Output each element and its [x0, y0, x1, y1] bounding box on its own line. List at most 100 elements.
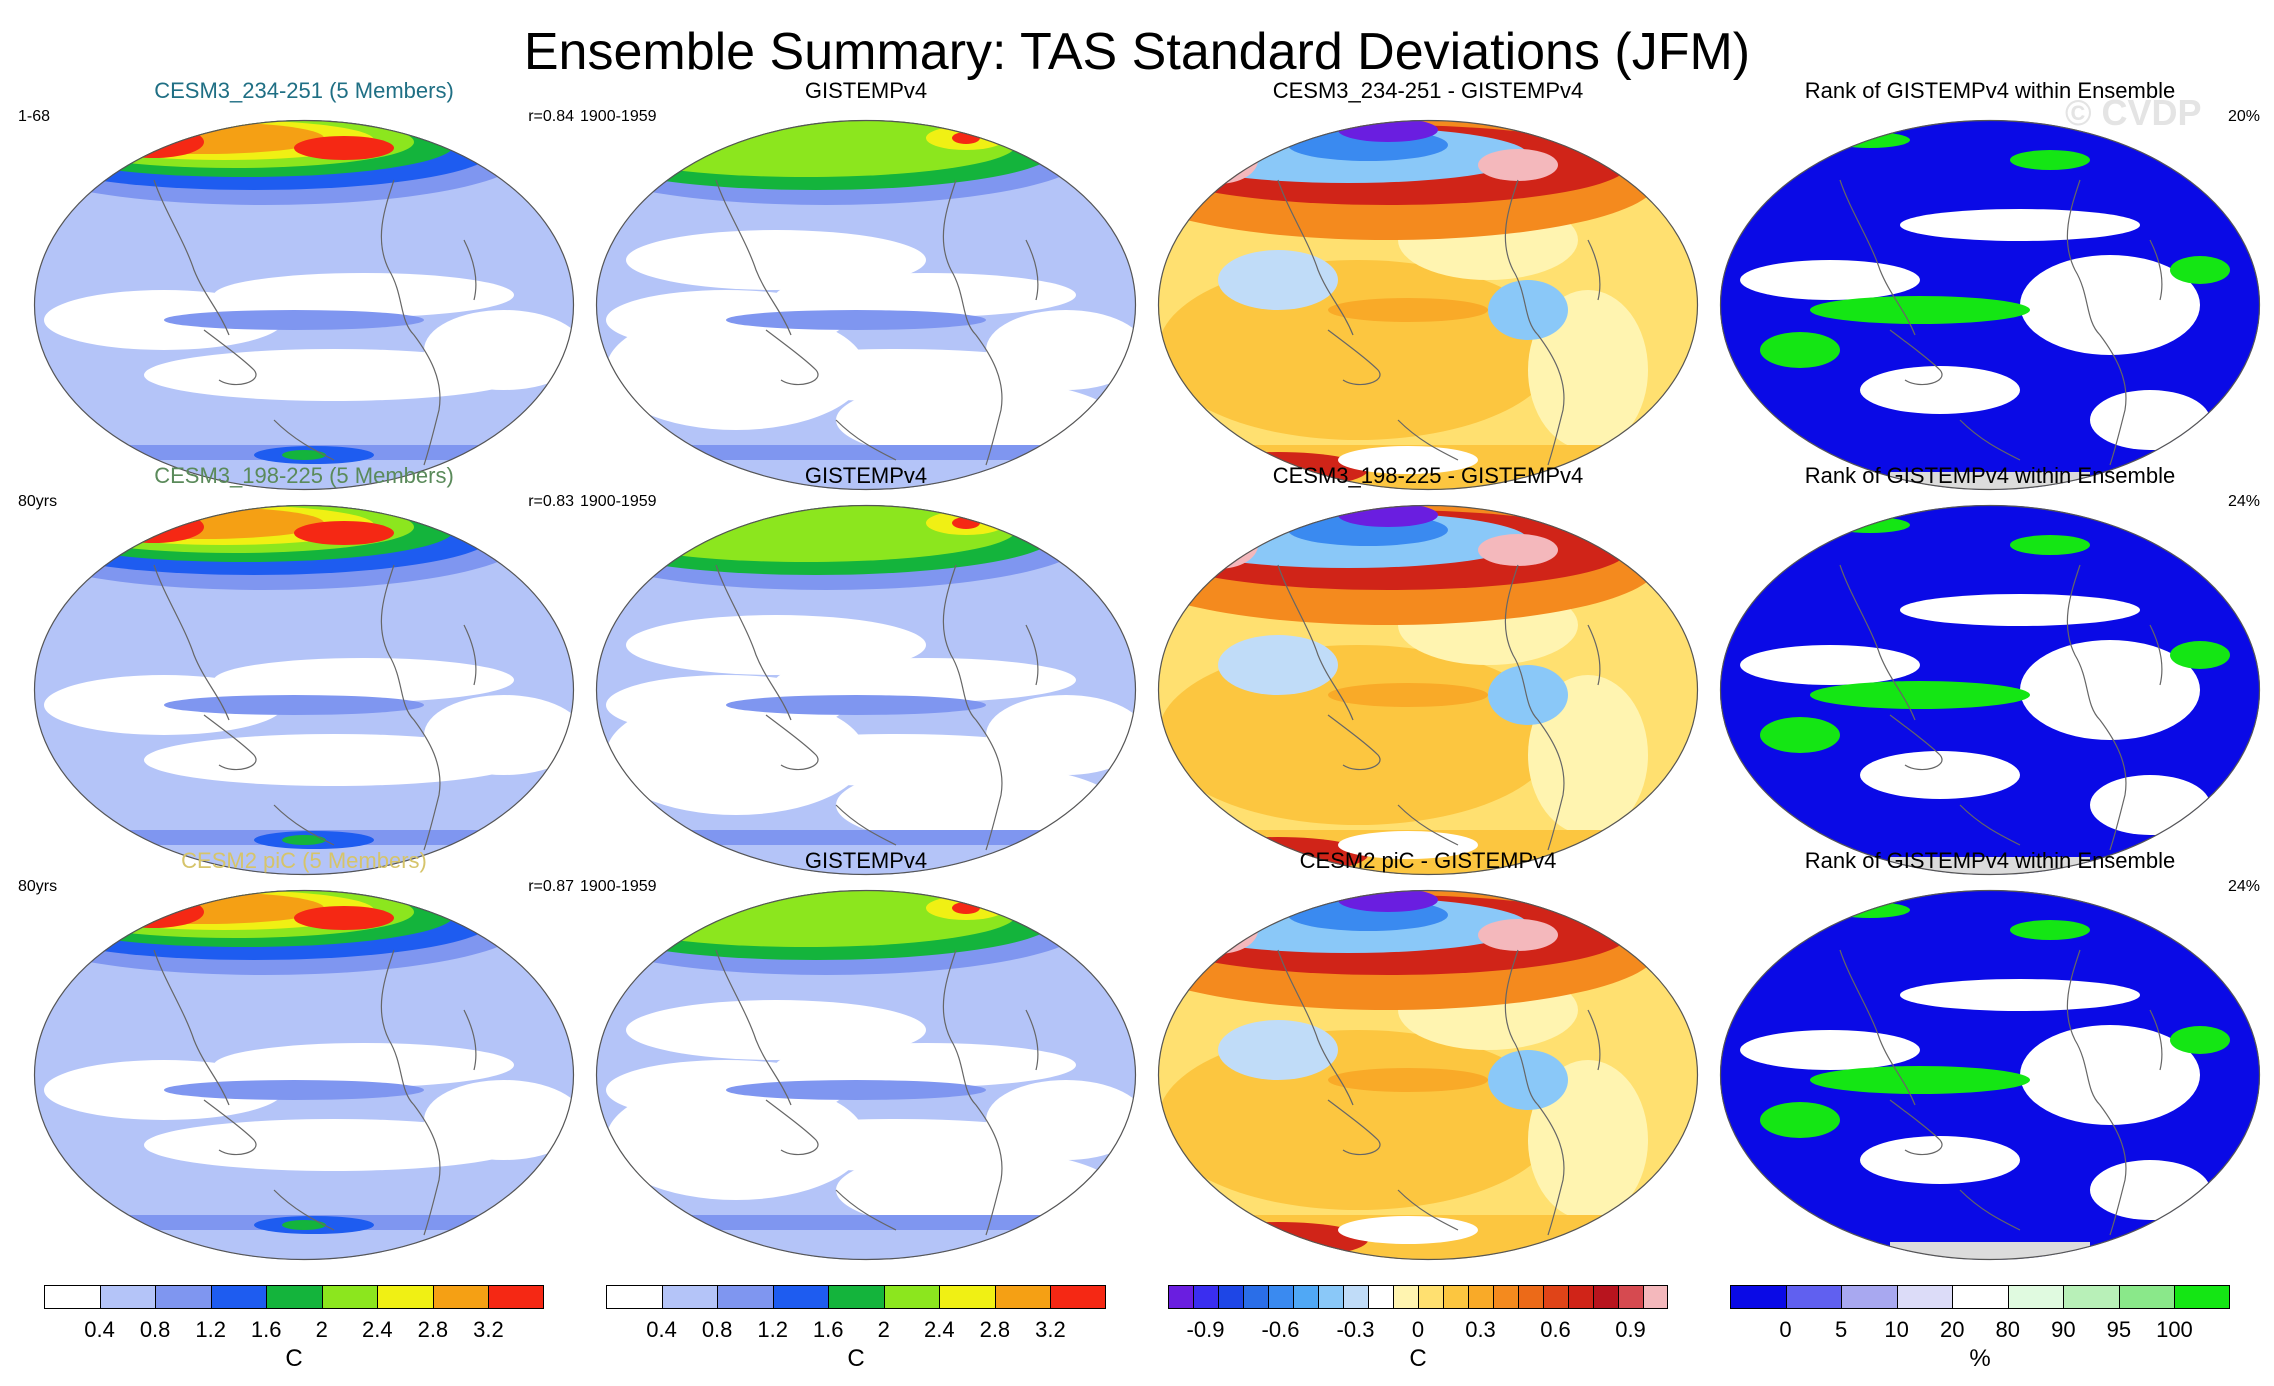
- colorbar-swatch: [1318, 1285, 1343, 1309]
- colorbar-frame: [1168, 1285, 1668, 1309]
- panel-stat-label: r=0.87: [528, 878, 574, 895]
- colorbar-swatch: [1493, 1285, 1518, 1309]
- panel-stat-label: 24%: [2227, 493, 2260, 510]
- colorbar-swatch: [1593, 1285, 1618, 1309]
- colorbar-swatch: [1643, 1285, 1668, 1309]
- panel-title: GISTEMPv4: [804, 78, 928, 103]
- colorbar-tick-label: -0.6: [1261, 1317, 1300, 1342]
- colorbar-unit-label: C: [1409, 1345, 1427, 1372]
- colorbar-swatch: [1952, 1285, 2008, 1309]
- panel-period-label: 1900-1959: [580, 878, 657, 895]
- colorbar-unit-label: C: [285, 1345, 303, 1372]
- map-panel: GISTEMPv4 1900-1959: [580, 463, 1137, 876]
- colorbar-tick-label: 3.2: [473, 1317, 504, 1342]
- robinson-map: [1719, 119, 2261, 491]
- colorbar-tick-label: 80: [1995, 1317, 2021, 1342]
- robinson-map: [1157, 504, 1699, 876]
- colorbar-swatch: [1368, 1285, 1393, 1309]
- colorbar-rank: 0 5 10 20 80 90 95 100%: [1730, 1285, 2230, 1385]
- colorbar-swatch: [1050, 1285, 1106, 1309]
- watermark: © CVDP: [2065, 92, 2202, 133]
- colorbar-tick-label: 2.8: [417, 1317, 449, 1342]
- colorbar-frame: [1730, 1285, 2230, 1309]
- map-panel: GISTEMPv4 1900-1959: [580, 78, 1137, 491]
- colorbar-swatch: [2007, 1285, 2064, 1309]
- panel-period-label: 80yrs: [18, 878, 58, 895]
- colorbar-swatch: [772, 1285, 829, 1309]
- map-panel: CESM3_198-225 - GISTEMPv4: [1157, 463, 1699, 876]
- robinson-map: [595, 119, 1137, 491]
- colorbar-tick-label: 0.6: [1540, 1317, 1571, 1342]
- map-panel: CESM3_234-251 - GISTEMPv4: [1157, 78, 1699, 491]
- colorbar-swatch: [661, 1285, 718, 1309]
- colorbar-swatch: [828, 1285, 884, 1309]
- figure-title: Ensemble Summary: TAS Standard Deviation…: [523, 23, 1751, 81]
- map-panel: CESM3_198-225 (5 Members) 80yrs r=0.83: [18, 463, 575, 876]
- colorbar-tick-label: 0.8: [701, 1317, 733, 1342]
- colorbar-swatch: [606, 1285, 662, 1309]
- robinson-map: [1157, 119, 1699, 491]
- colorbar-swatch: [939, 1285, 995, 1309]
- colorbar-tick-label: 2.4: [362, 1317, 393, 1342]
- colorbar-swatch: [1785, 1285, 1842, 1309]
- colorbar-swatch: [1896, 1285, 1953, 1309]
- map-panel: Rank of GISTEMPv4 within Ensemble 24%: [1719, 848, 2261, 1261]
- colorbar-tick-label: 1.2: [757, 1317, 788, 1342]
- colorbar-tick-label: 2.8: [979, 1317, 1011, 1342]
- colorbar-swatch: [2174, 1285, 2230, 1309]
- colorbar-swatch: [1293, 1285, 1318, 1309]
- colorbar-swatch: [1618, 1285, 1643, 1309]
- colorbar-swatch: [44, 1285, 100, 1309]
- robinson-map: [1719, 889, 2261, 1261]
- colorbar-unit-label: C: [847, 1345, 865, 1372]
- panel-title: CESM3_234-251 - GISTEMPv4: [1272, 78, 1584, 103]
- panel-period-label: 1900-1959: [580, 108, 657, 125]
- colorbar-tick-label: 0.4: [84, 1317, 115, 1342]
- colorbar-tick-label: 1.2: [195, 1317, 226, 1342]
- colorbar-swatch: [1243, 1285, 1268, 1309]
- colorbar-swatch: [155, 1285, 211, 1309]
- colorbar-tick-label: 10: [1884, 1317, 1909, 1342]
- panel-period-label: 1-68: [18, 108, 51, 125]
- map-panel: CESM2 piC - GISTEMPv4: [1157, 848, 1699, 1261]
- colorbar-std-obs: 0.4 0.8 1.2 1.6 2 2.4 2.8 3.2 C: [606, 1285, 1106, 1385]
- colorbar-swatch: [1418, 1285, 1443, 1309]
- colorbar-swatch: [2063, 1285, 2119, 1309]
- colorbar-swatch: [883, 1285, 940, 1309]
- colorbar-swatch: [432, 1285, 489, 1309]
- colorbar-swatch: [1168, 1285, 1193, 1309]
- panel-stat-label: 20%: [2227, 108, 2260, 125]
- colorbar-swatch: [1393, 1285, 1418, 1309]
- robinson-map: [33, 504, 575, 876]
- robinson-map: [595, 504, 1137, 876]
- panel-stat-label: 24%: [2227, 878, 2260, 895]
- panel-title: CESM3_198-225 (5 Members): [154, 463, 454, 488]
- colorbar-tick-label: 0.9: [1615, 1317, 1646, 1342]
- colorbar-tick-label: 90: [2051, 1317, 2076, 1342]
- panel-title: GISTEMPv4: [804, 463, 928, 488]
- map-panel: CESM3_234-251 (5 Members) 1-68 r=0.84: [18, 78, 575, 491]
- panel-period-label: 80yrs: [18, 493, 58, 510]
- colorbar-swatch: [994, 1285, 1051, 1309]
- colorbar-tick-label: -0.9: [1186, 1317, 1225, 1342]
- colorbar-tick-label: 1.6: [812, 1317, 844, 1342]
- map-panel: Rank of GISTEMPv4 within Ensemble 24%: [1719, 463, 2261, 876]
- colorbar-tick-label: 1.6: [250, 1317, 282, 1342]
- panel-title: CESM3_234-251 (5 Members): [154, 78, 454, 103]
- colorbar-tick-label: 2.4: [924, 1317, 955, 1342]
- map-panel: CESM2 piC (5 Members) 80yrs r=0.87: [18, 848, 575, 1261]
- colorbar-std: 0.4 0.8 1.2 1.6 2 2.4 2.8 3.2 C: [44, 1285, 544, 1385]
- colorbar-swatch: [1568, 1285, 1593, 1309]
- colorbar-swatch: [1343, 1285, 1368, 1309]
- panel-title: CESM3_198-225 - GISTEMPv4: [1272, 463, 1584, 488]
- colorbar-swatch: [377, 1285, 433, 1309]
- colorbar-frame: [606, 1285, 1106, 1309]
- map-panel: Rank of GISTEMPv4 within Ensemble 20%: [1719, 78, 2261, 491]
- robinson-map: [1719, 504, 2261, 876]
- panel-title: Rank of GISTEMPv4 within Ensemble: [1804, 463, 2176, 488]
- colorbar-tick-label: 3.2: [1035, 1317, 1066, 1342]
- colorbar-tick-label: -0.3: [1336, 1317, 1375, 1342]
- panel-title: CESM2 piC (5 Members): [181, 848, 427, 873]
- colorbar-swatch: [1468, 1285, 1493, 1309]
- robinson-map: [1157, 889, 1699, 1261]
